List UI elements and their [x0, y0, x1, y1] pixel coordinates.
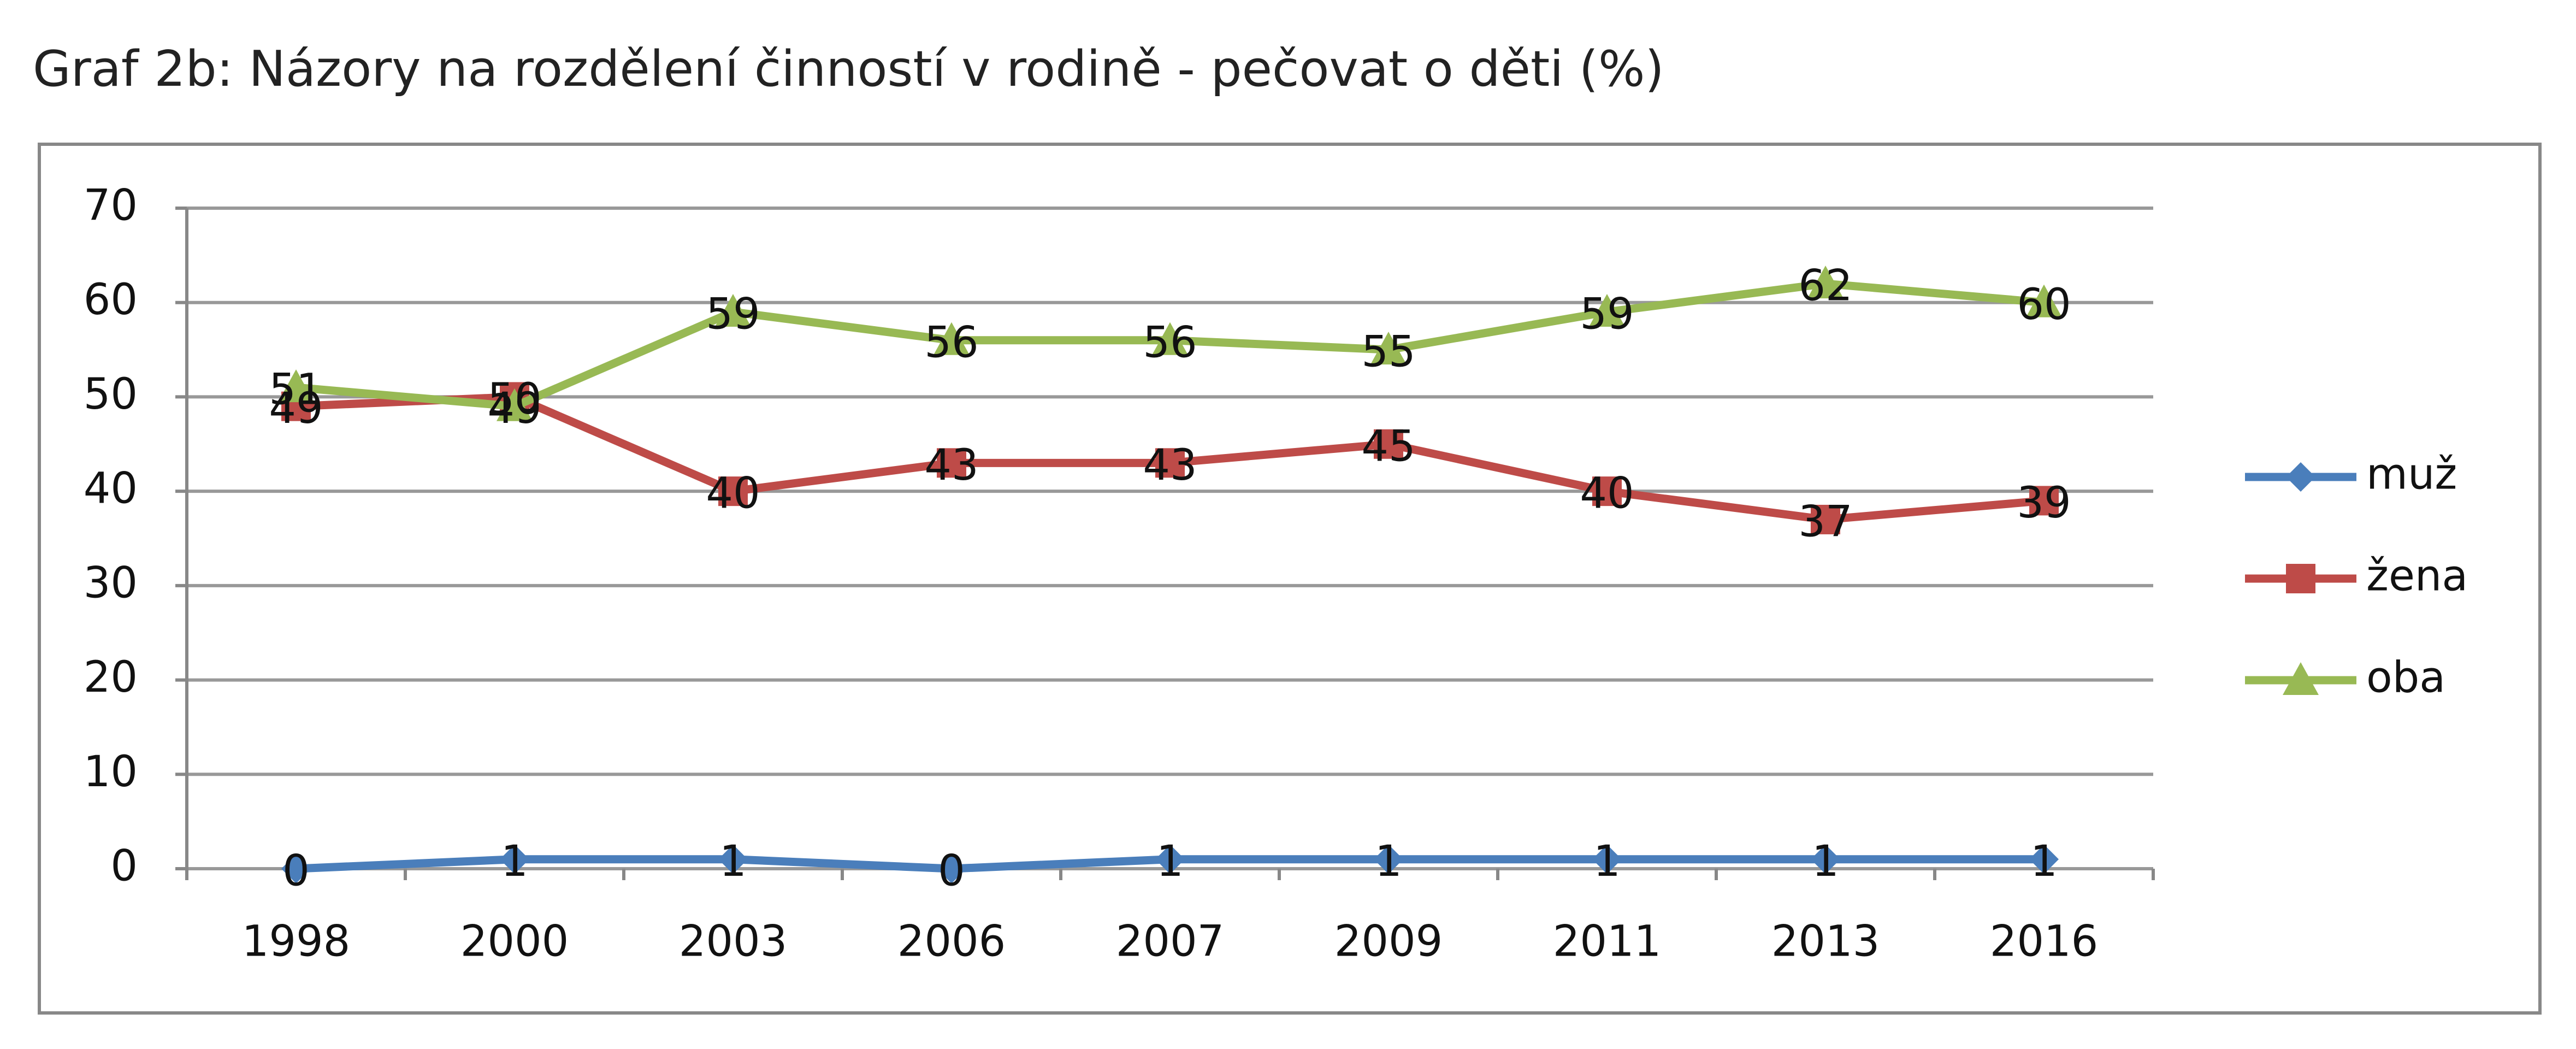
data-label: 40	[1580, 469, 1634, 518]
marker	[1152, 322, 1188, 355]
marker	[1370, 332, 1407, 365]
data-label: 0	[938, 846, 965, 895]
data-label: 51	[269, 366, 323, 415]
data-label: 59	[706, 290, 760, 339]
marker	[1592, 844, 1622, 874]
data-label: 60	[2017, 280, 2071, 329]
marker	[1374, 844, 1403, 874]
data-label: 0	[282, 846, 310, 895]
marker	[2029, 486, 2059, 516]
marker	[2026, 284, 2062, 317]
data-label: 55	[1361, 328, 1415, 377]
x-tick-label: 2013	[1771, 917, 1880, 966]
marker	[1155, 844, 1185, 874]
marker	[2029, 844, 2059, 874]
data-label: 39	[2017, 479, 2071, 528]
marker	[718, 844, 748, 874]
data-label: 45	[1361, 422, 1415, 471]
marker	[2283, 662, 2319, 695]
data-label: 43	[1143, 441, 1197, 490]
data-label: 1	[501, 837, 528, 886]
x-tick-label: 2007	[1116, 917, 1225, 966]
marker	[497, 388, 533, 421]
marker	[1155, 448, 1185, 478]
marker	[1374, 429, 1403, 459]
marker	[281, 854, 311, 883]
data-label: 50	[487, 375, 541, 424]
marker	[1589, 293, 1625, 327]
data-label: 40	[706, 469, 760, 518]
data-label: 49	[487, 384, 541, 433]
x-tick-label: 2011	[1553, 917, 1662, 966]
data-label: 56	[924, 318, 978, 367]
data-label: 62	[1798, 262, 1852, 311]
y-tick-label: 40	[84, 464, 138, 514]
marker	[1592, 476, 1622, 506]
y-tick-label: 70	[84, 181, 138, 230]
legend-label: žena	[2366, 551, 2468, 600]
x-tick-label: 1998	[242, 917, 351, 966]
y-tick-label: 0	[110, 841, 138, 891]
data-label: 1	[1156, 837, 1184, 886]
chart-frame	[38, 143, 2542, 1015]
x-tick-label: 2000	[460, 917, 569, 966]
y-tick-label: 60	[84, 275, 138, 325]
x-tick-label: 2006	[897, 917, 1006, 966]
data-label: 1	[1593, 837, 1621, 886]
marker	[1807, 266, 1844, 299]
data-label: 37	[1798, 497, 1852, 546]
data-label: 59	[1580, 290, 1634, 339]
y-tick-label: 50	[84, 370, 138, 419]
marker	[933, 322, 970, 355]
marker	[1811, 504, 1840, 534]
y-tick-label: 20	[84, 653, 138, 702]
data-label: 1	[719, 837, 747, 886]
background	[3, 0, 2573, 1049]
legend-label: muž	[2366, 450, 2457, 499]
data-label: 43	[924, 441, 978, 490]
y-tick-label: 10	[84, 747, 138, 797]
data-label: 56	[1143, 318, 1197, 367]
x-tick-label: 2016	[1990, 917, 2099, 966]
data-label: 1	[1812, 837, 1839, 886]
marker	[2286, 564, 2315, 593]
marker	[937, 448, 966, 478]
x-tick-label: 2009	[1334, 917, 1443, 966]
data-label: 1	[1375, 837, 1402, 886]
y-tick-label: 30	[84, 558, 138, 608]
marker	[715, 293, 751, 327]
marker	[1811, 844, 1840, 874]
x-tick-label: 2003	[679, 917, 788, 966]
marker	[500, 844, 529, 874]
chart-title: Graf 2b: Názory na rozdělení činností v …	[33, 40, 1664, 98]
legend-label: oba	[2366, 653, 2445, 702]
data-label: 49	[269, 384, 323, 433]
marker	[278, 369, 314, 403]
marker	[937, 854, 966, 883]
marker	[718, 476, 748, 506]
data-label: 1	[2030, 837, 2058, 886]
marker	[2286, 462, 2315, 492]
